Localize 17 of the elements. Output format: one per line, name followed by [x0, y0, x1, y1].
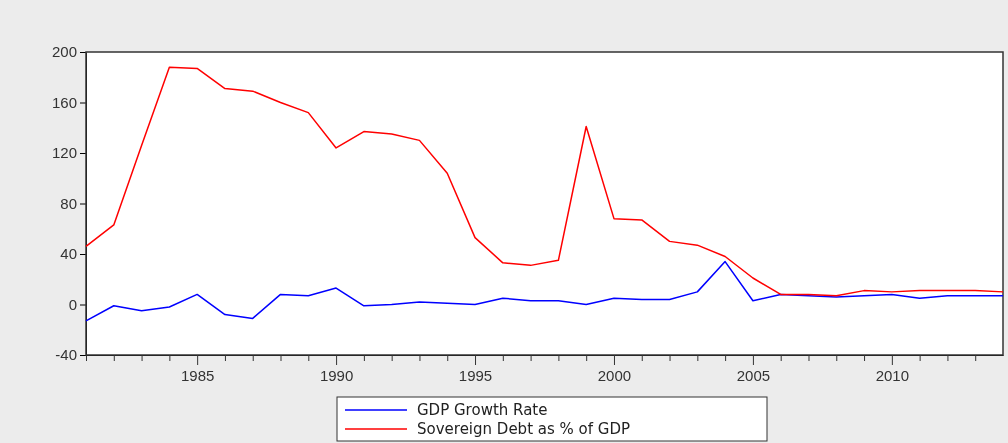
y-tick-label: 120 [51, 144, 77, 162]
y-tick-label: 160 [51, 93, 77, 111]
y-tick-label: 0 [68, 295, 77, 313]
x-tick-label: 2005 [736, 366, 771, 384]
x-tick-label: 1995 [458, 366, 493, 384]
line-series [85, 66, 1004, 297]
y-tick-label: 200 [51, 43, 77, 61]
legend-label: Sovereign Debt as % of GDP [417, 420, 631, 438]
x-tick-label: 1990 [319, 366, 354, 384]
y-tick-label: 80 [60, 194, 77, 212]
x-tick-label: 2000 [597, 366, 632, 384]
y-tick-label: -40 [55, 346, 77, 364]
x-tick-label: 1985 [180, 366, 215, 384]
line-series [85, 260, 1004, 322]
y-tick-label: 40 [60, 245, 77, 263]
x-tick-label: 2010 [875, 366, 910, 384]
legend-label: GDP Growth Rate [417, 401, 548, 419]
